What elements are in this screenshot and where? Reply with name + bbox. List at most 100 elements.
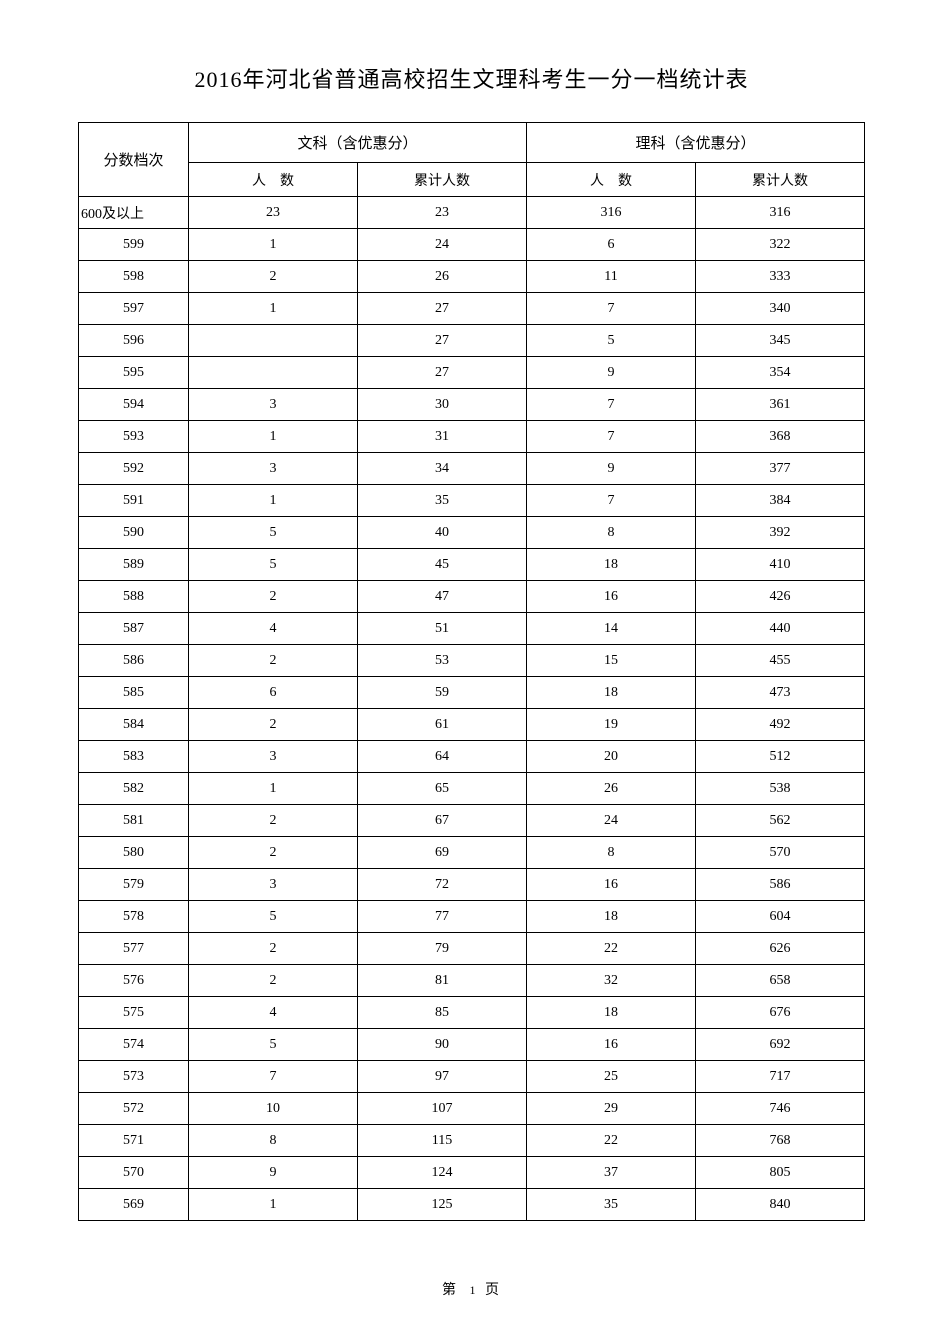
value-cell: 85 bbox=[358, 997, 527, 1029]
value-cell: 354 bbox=[696, 357, 865, 389]
value-cell: 392 bbox=[696, 517, 865, 549]
value-cell: 35 bbox=[358, 485, 527, 517]
score-cell: 573 bbox=[79, 1061, 189, 1093]
value-cell: 426 bbox=[696, 581, 865, 613]
value-cell: 361 bbox=[696, 389, 865, 421]
value-cell: 26 bbox=[527, 773, 696, 805]
value-cell: 2 bbox=[189, 965, 358, 997]
value-cell: 1 bbox=[189, 773, 358, 805]
score-cell: 588 bbox=[79, 581, 189, 613]
value-cell: 2 bbox=[189, 933, 358, 965]
value-cell: 10 bbox=[189, 1093, 358, 1125]
score-cell: 581 bbox=[79, 805, 189, 837]
page-number: 第 1 页 bbox=[0, 1279, 945, 1299]
value-cell: 26 bbox=[358, 261, 527, 293]
table-row: 5991246322 bbox=[79, 229, 865, 261]
table-row: 5931317368 bbox=[79, 421, 865, 453]
value-cell: 492 bbox=[696, 709, 865, 741]
value-cell: 2 bbox=[189, 709, 358, 741]
value-cell: 6 bbox=[189, 677, 358, 709]
table-row: 5911357384 bbox=[79, 485, 865, 517]
value-cell: 316 bbox=[696, 197, 865, 229]
table-row: 57857718604 bbox=[79, 901, 865, 933]
value-cell: 4 bbox=[189, 997, 358, 1029]
value-cell: 1 bbox=[189, 1189, 358, 1221]
table-row: 57548518676 bbox=[79, 997, 865, 1029]
value-cell: 72 bbox=[358, 869, 527, 901]
value-cell: 6 bbox=[527, 229, 696, 261]
score-cell: 574 bbox=[79, 1029, 189, 1061]
value-cell: 5 bbox=[189, 901, 358, 933]
table-row: 58824716426 bbox=[79, 581, 865, 613]
value-cell: 69 bbox=[358, 837, 527, 869]
score-cell: 590 bbox=[79, 517, 189, 549]
value-cell: 1 bbox=[189, 485, 358, 517]
header-liberal-arts: 文科（含优惠分） bbox=[189, 123, 527, 163]
value-cell: 125 bbox=[358, 1189, 527, 1221]
value-cell: 8 bbox=[527, 837, 696, 869]
value-cell: 3 bbox=[189, 453, 358, 485]
value-cell: 410 bbox=[696, 549, 865, 581]
header-arts-cumulative: 累计人数 bbox=[358, 163, 527, 197]
value-cell: 34 bbox=[358, 453, 527, 485]
value-cell: 473 bbox=[696, 677, 865, 709]
value-cell: 7 bbox=[189, 1061, 358, 1093]
value-cell: 3 bbox=[189, 869, 358, 901]
page-prefix: 第 bbox=[442, 1283, 460, 1298]
table-row: 600及以上2323316316 bbox=[79, 197, 865, 229]
value-cell: 64 bbox=[358, 741, 527, 773]
value-cell: 1 bbox=[189, 229, 358, 261]
value-cell: 27 bbox=[358, 293, 527, 325]
value-cell: 81 bbox=[358, 965, 527, 997]
value-cell: 47 bbox=[358, 581, 527, 613]
table-row: 595279354 bbox=[79, 357, 865, 389]
value-cell: 15 bbox=[527, 645, 696, 677]
value-cell: 61 bbox=[358, 709, 527, 741]
score-cell: 591 bbox=[79, 485, 189, 517]
value-cell: 22 bbox=[527, 933, 696, 965]
header-arts-count: 人 数 bbox=[189, 163, 358, 197]
score-cell: 594 bbox=[79, 389, 189, 421]
value-cell: 805 bbox=[696, 1157, 865, 1189]
value-cell: 18 bbox=[527, 901, 696, 933]
value-cell: 65 bbox=[358, 773, 527, 805]
value-cell: 5 bbox=[189, 517, 358, 549]
value-cell: 16 bbox=[527, 869, 696, 901]
value-cell bbox=[189, 357, 358, 389]
value-cell: 45 bbox=[358, 549, 527, 581]
score-cell: 571 bbox=[79, 1125, 189, 1157]
table-row: 59822611333 bbox=[79, 261, 865, 293]
table-header: 分数档次 文科（含优惠分） 理科（含优惠分） 人 数 累计人数 人 数 累计人数 bbox=[79, 123, 865, 197]
value-cell: 40 bbox=[358, 517, 527, 549]
value-cell: 30 bbox=[358, 389, 527, 421]
score-cell: 576 bbox=[79, 965, 189, 997]
value-cell: 2 bbox=[189, 261, 358, 293]
score-cell: 569 bbox=[79, 1189, 189, 1221]
value-cell: 316 bbox=[527, 197, 696, 229]
value-cell: 53 bbox=[358, 645, 527, 677]
value-cell: 51 bbox=[358, 613, 527, 645]
value-cell: 676 bbox=[696, 997, 865, 1029]
value-cell: 840 bbox=[696, 1189, 865, 1221]
table-row: 5971277340 bbox=[79, 293, 865, 325]
value-cell: 31 bbox=[358, 421, 527, 453]
value-cell: 27 bbox=[358, 325, 527, 357]
value-cell: 340 bbox=[696, 293, 865, 325]
table-row: 596275345 bbox=[79, 325, 865, 357]
table-body: 600及以上2323316316599124632259822611333597… bbox=[79, 197, 865, 1221]
page-suffix: 页 bbox=[485, 1283, 503, 1298]
table-row: 57727922626 bbox=[79, 933, 865, 965]
value-cell: 16 bbox=[527, 1029, 696, 1061]
score-cell: 597 bbox=[79, 293, 189, 325]
value-cell: 59 bbox=[358, 677, 527, 709]
table-row: 57937216586 bbox=[79, 869, 865, 901]
header-score-level: 分数档次 bbox=[79, 123, 189, 197]
score-cell: 593 bbox=[79, 421, 189, 453]
value-cell: 2 bbox=[189, 805, 358, 837]
score-cell: 587 bbox=[79, 613, 189, 645]
table-row: 58336420512 bbox=[79, 741, 865, 773]
table-row: 571811522768 bbox=[79, 1125, 865, 1157]
value-cell: 16 bbox=[527, 581, 696, 613]
value-cell: 5 bbox=[189, 549, 358, 581]
value-cell: 604 bbox=[696, 901, 865, 933]
